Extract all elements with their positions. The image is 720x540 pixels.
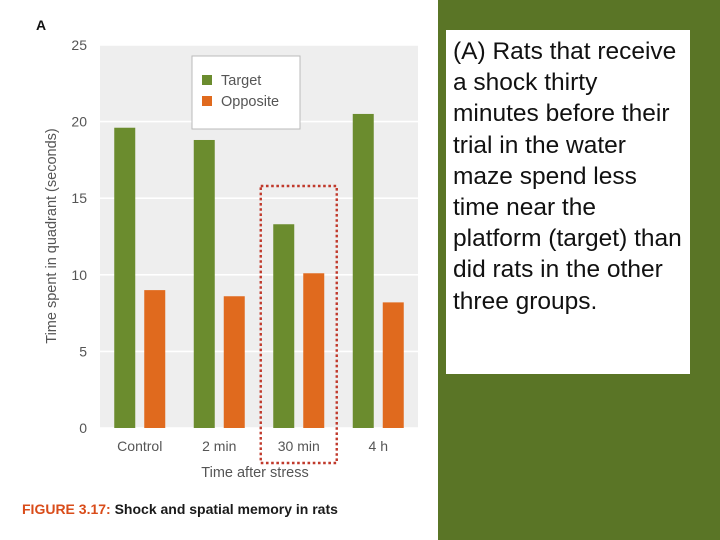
bar-target-3 [352,113,374,428]
bar-opposite-2 [303,273,325,428]
caption-text-box: (A) Rats that receive a shock thirty min… [446,30,690,374]
figure-caption: FIGURE 3.17: Shock and spatial memory in… [22,501,338,517]
bar-opposite-1 [223,296,245,428]
bar-target-0 [114,127,136,428]
tick-labels: 0 5 10 15 20 25 Control 2 min 30 min 4 h [71,37,388,454]
x-tick-label: 30 min [278,438,320,454]
legend-swatch-opposite [202,96,212,106]
legend-frame [191,55,301,130]
bar-chart: 0 5 10 15 20 25 Control 2 min 30 min 4 h A Time s… [36,17,418,481]
x-tick-label: Control [117,438,162,454]
legend: Target Opposite [191,55,301,130]
y-tick-label: 0 [79,420,87,436]
legend-label-opposite: Opposite [221,94,279,110]
x-tick-label: 2 min [202,438,236,454]
bars [114,113,404,428]
bar-target-1 [193,139,215,428]
bar-target-2 [273,224,295,428]
y-tick-label: 20 [71,114,87,130]
bar-opposite-0 [144,290,166,428]
x-tick-label: 4 h [369,438,388,454]
legend-swatch-target [202,75,212,85]
x-axis-label: Time after stress [201,465,308,481]
caption-text: (A) Rats that receive a shock thirty min… [453,38,682,315]
y-tick-label: 10 [71,267,87,283]
y-tick-label: 5 [79,343,87,359]
figure: 0 5 10 15 20 25 Control 2 min 30 min 4 h A Time s… [22,17,418,517]
y-axis-label: Time spent in quadrant (seconds) [44,128,60,343]
highlight-box [259,184,338,465]
y-tick-label: 15 [71,190,87,206]
y-tick-label: 25 [71,37,87,53]
panel-label: A [36,17,46,33]
figure-caption-label: FIGURE 3.17: [22,501,111,517]
bar-opposite-3 [382,302,404,428]
legend-label-target: Target [221,73,261,89]
figure-caption-title: Shock and spatial memory in rats [110,501,338,517]
